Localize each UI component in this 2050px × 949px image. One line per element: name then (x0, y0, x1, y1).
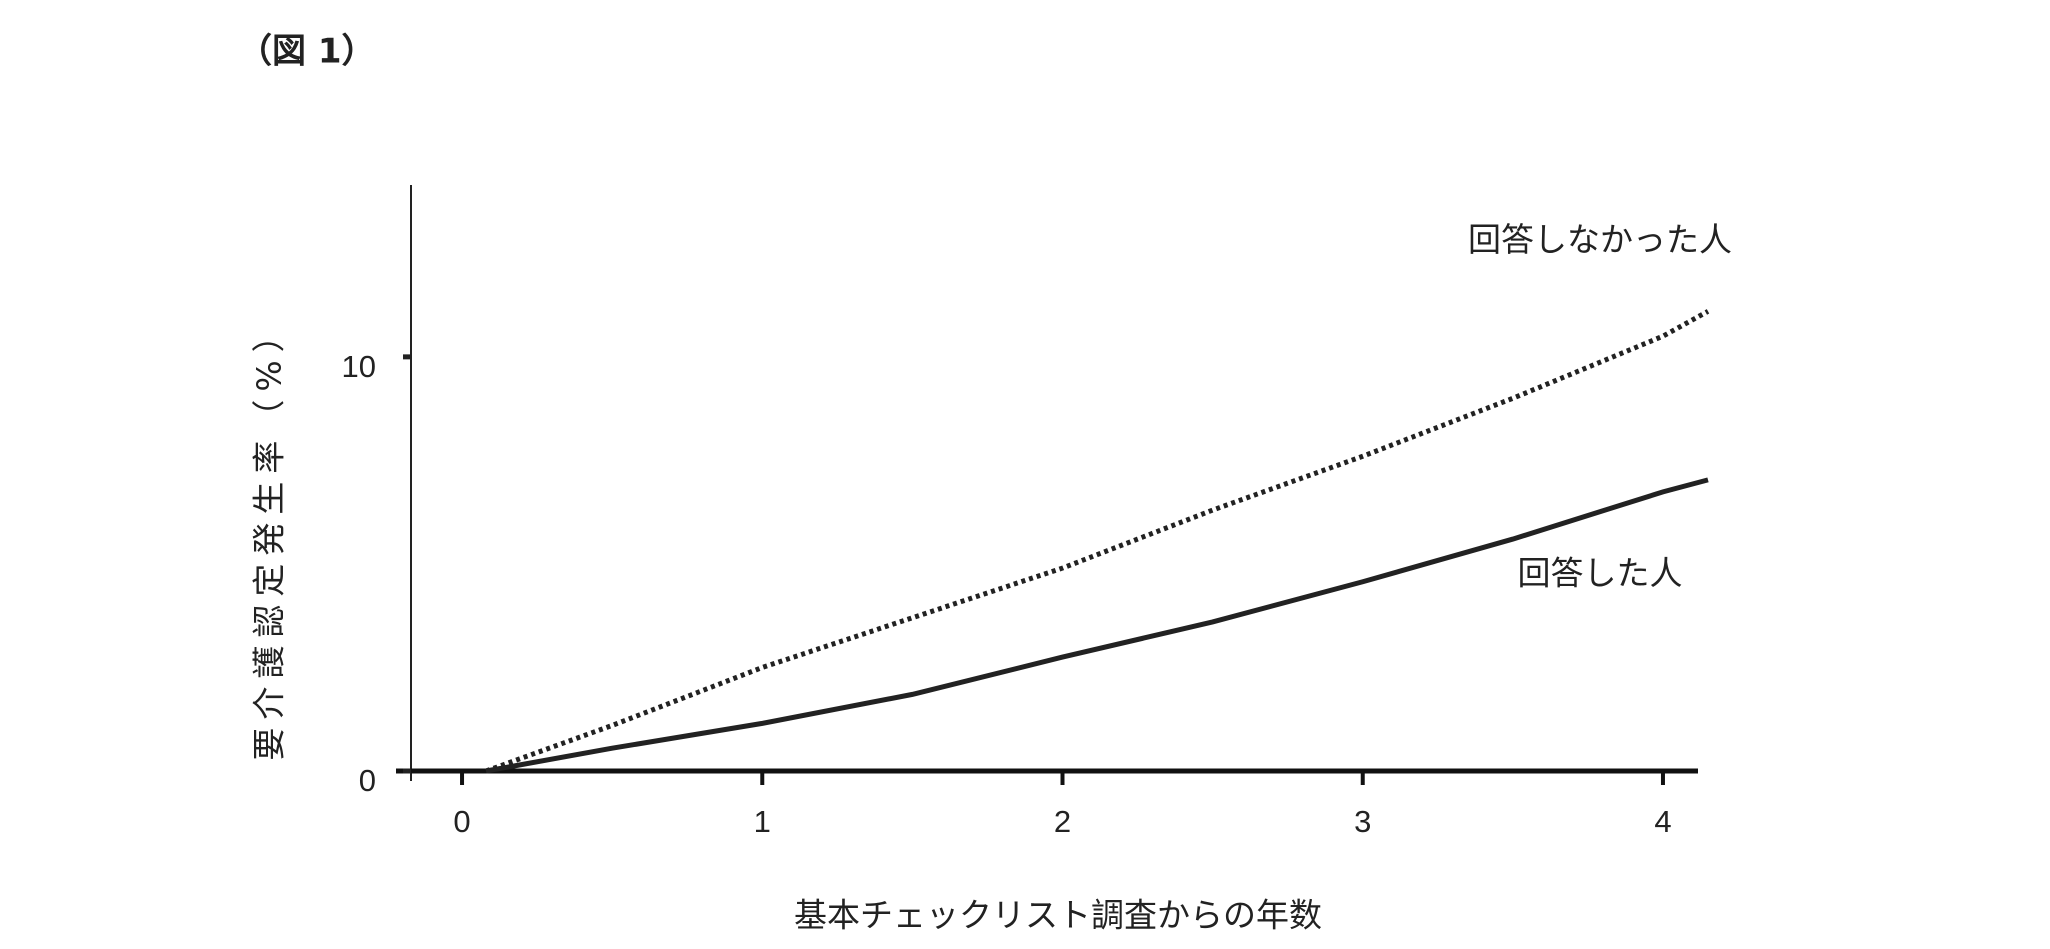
figure-label: （図 1） (238, 32, 376, 72)
x-tick-label: 1 (754, 804, 771, 839)
series-label: 回答した人 (1518, 553, 1683, 592)
x-tick-label: 2 (1054, 804, 1071, 839)
x-tick-label: 4 (1654, 804, 1671, 839)
y-axis-label: 要介護認定発生率（%） (250, 311, 289, 760)
y-tick-label: 10 (342, 349, 376, 384)
series-line (485, 477, 1709, 774)
series-line (485, 309, 1710, 774)
x-tick-label: 0 (453, 804, 470, 839)
series-label: 回答しなかった人 (1468, 220, 1732, 259)
x-axis-label: 基本チェックリスト調査からの年数 (794, 896, 1322, 935)
y-tick-label: 0 (359, 763, 376, 798)
x-tick-label: 3 (1354, 804, 1371, 839)
